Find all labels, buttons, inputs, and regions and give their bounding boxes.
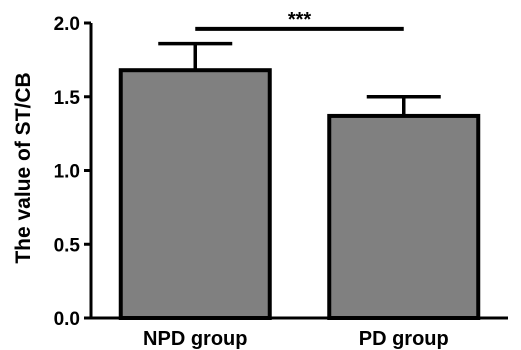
significance-annotation: *** (195, 9, 404, 31)
y-tick-label: 1.0 (54, 162, 80, 183)
bar (327, 113, 481, 320)
y-tick-label: 0.5 (54, 235, 81, 256)
bar (118, 68, 272, 320)
significance-stars: *** (288, 9, 312, 31)
y-tick-label: 1.5 (54, 88, 81, 109)
x-category-label: PD group (359, 328, 449, 350)
y-tick-label: 0.0 (54, 309, 80, 330)
error-bars (158, 41, 441, 116)
y-axis-label: The value of ST/CB (12, 72, 35, 263)
y-tick-label: 2.0 (54, 14, 80, 35)
bars (118, 68, 481, 320)
x-category-label: NPD group (143, 328, 247, 350)
y-ticks: 0.0 0.5 1.0 1.5 2.0 (54, 14, 91, 330)
x-categories: NPD group PD group (143, 328, 449, 350)
